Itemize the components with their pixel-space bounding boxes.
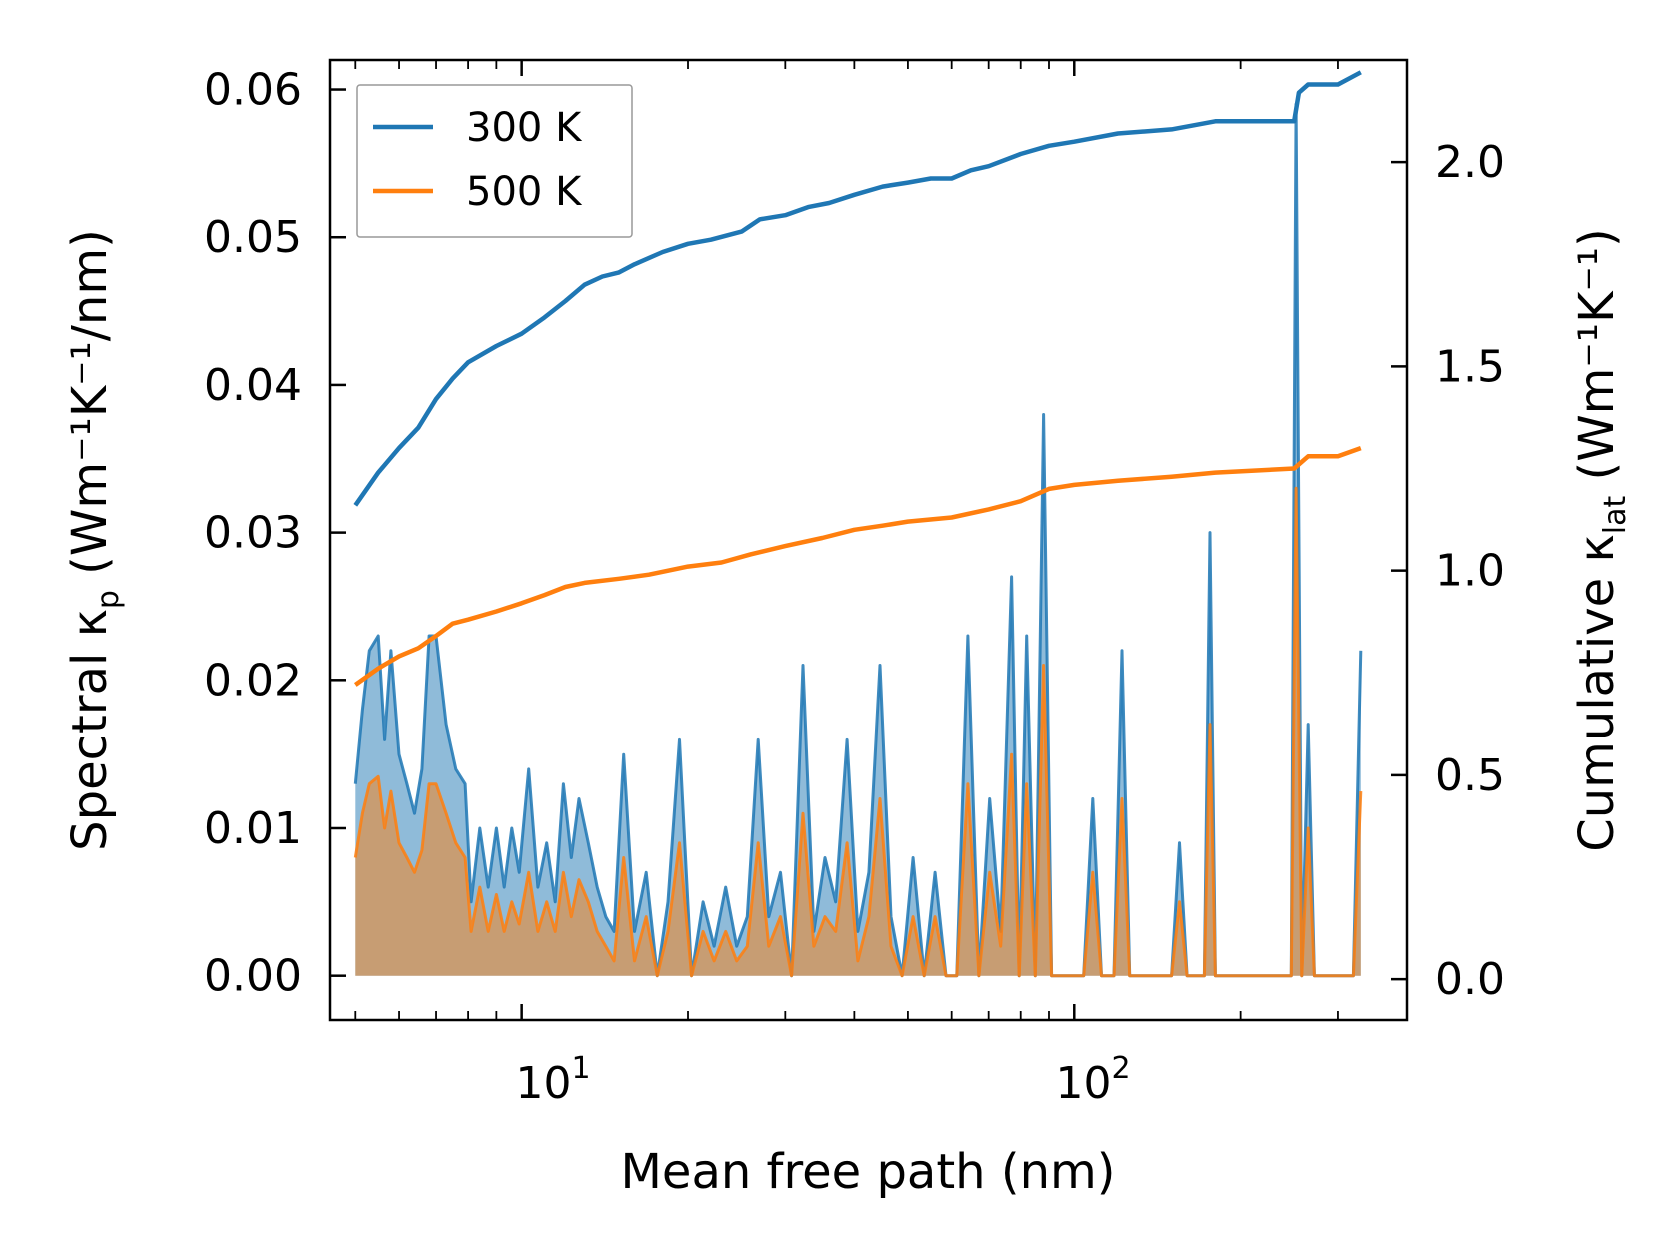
left-y-tick-label: 0.02 xyxy=(204,655,302,706)
spectral-line-500k xyxy=(353,486,1363,978)
spectral-fill-layer xyxy=(353,102,1363,978)
x-axis-label: Mean free path (nm) xyxy=(621,1144,1116,1200)
x-axis-ticks xyxy=(354,60,1408,1020)
left-y-tick-label: 0.03 xyxy=(204,508,302,559)
left-y-tick-label: 0.04 xyxy=(204,360,302,411)
cumulative-line-layer xyxy=(353,70,1362,687)
right-y-axis-label: Cumulative κlat (Wm⁻¹K⁻¹) xyxy=(1569,228,1633,852)
left-y-tick-label: 0.05 xyxy=(204,212,302,263)
legend: 300 K 500 K xyxy=(356,84,633,238)
cumulative-line-300k xyxy=(353,70,1362,507)
left-y-tick-label: 0.06 xyxy=(204,65,302,116)
spectral-area-500k xyxy=(355,488,1361,976)
legend-label-300k: 300 K xyxy=(466,105,583,151)
right-y-tick-label: 1.0 xyxy=(1435,546,1505,597)
x-tick-label-10: 101 xyxy=(515,1051,590,1109)
x-tick-label-100: 102 xyxy=(1055,1051,1130,1109)
left-y-axis-ticks: 0.00 0.01 0.02 0.03 0.04 0.05 0.06 xyxy=(204,65,346,1002)
cumulative-line-500k xyxy=(353,445,1362,687)
right-y-tick-label: 2.0 xyxy=(1435,137,1505,188)
right-y-tick-label: 1.5 xyxy=(1435,341,1505,392)
left-y-tick-label: 0.00 xyxy=(204,951,302,1002)
plot-frame xyxy=(328,58,1409,1022)
legend-label-500k: 500 K xyxy=(466,169,583,215)
left-y-axis-label: Spectral κp (Wm⁻¹K⁻¹/nm) xyxy=(62,229,126,851)
left-y-tick-label: 0.01 xyxy=(204,803,302,854)
legend-box xyxy=(356,84,633,238)
right-y-axis-ticks: 0.0 0.5 1.0 1.5 2.0 xyxy=(1391,137,1505,1005)
right-y-tick-label: 0.0 xyxy=(1435,954,1505,1005)
right-y-tick-label: 0.5 xyxy=(1435,750,1505,801)
